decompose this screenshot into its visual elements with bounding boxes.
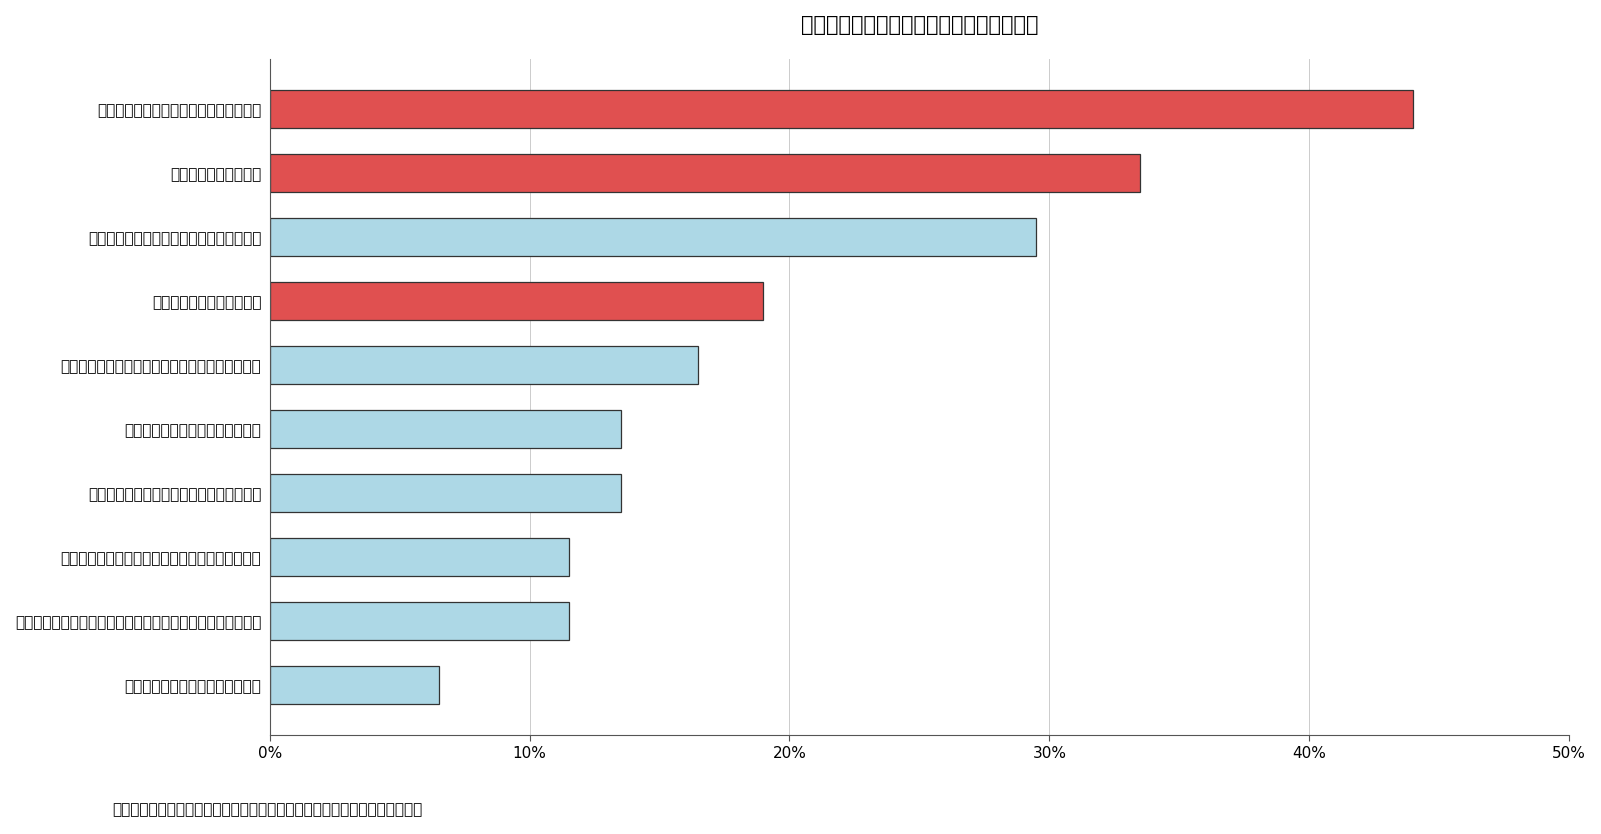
Bar: [269, 153, 1140, 192]
Bar: [269, 474, 621, 512]
Title: 図表１　分譲マンションの日常管理の問題: 図表１ 分譲マンションの日常管理の問題: [800, 15, 1037, 35]
Text: （資料）東京都「マンション実態調査結果」よりニッセイ基礎研究所が作成: （資料）東京都「マンション実態調査結果」よりニッセイ基礎研究所が作成: [112, 802, 423, 817]
Bar: [269, 602, 568, 641]
Bar: [269, 282, 764, 320]
Bar: [269, 666, 439, 705]
Bar: [269, 538, 568, 576]
Bar: [269, 218, 1036, 256]
Bar: [269, 346, 698, 384]
Bar: [269, 89, 1414, 128]
Bar: [269, 409, 621, 448]
